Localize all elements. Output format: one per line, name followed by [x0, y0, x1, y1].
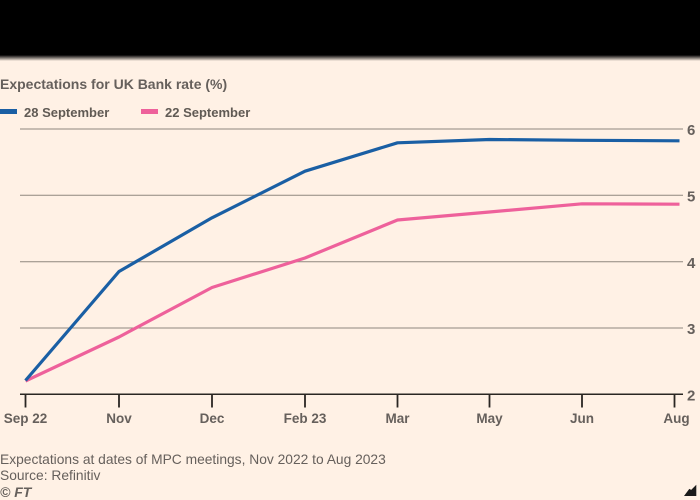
svg-text:Dec: Dec — [200, 411, 225, 426]
svg-text:5: 5 — [687, 189, 695, 206]
svg-text:Aug: Aug — [663, 411, 689, 426]
svg-text:Sep 22: Sep 22 — [4, 411, 48, 426]
svg-text:Jun: Jun — [570, 411, 594, 426]
svg-text:2: 2 — [687, 388, 695, 405]
svg-text:3: 3 — [687, 321, 695, 338]
svg-text:6: 6 — [687, 122, 695, 139]
svg-text:Feb 23: Feb 23 — [284, 411, 327, 426]
svg-text:May: May — [476, 411, 503, 426]
svg-text:Mar: Mar — [385, 411, 410, 426]
svg-text:Nov: Nov — [106, 411, 132, 426]
svg-text:4: 4 — [687, 255, 696, 272]
